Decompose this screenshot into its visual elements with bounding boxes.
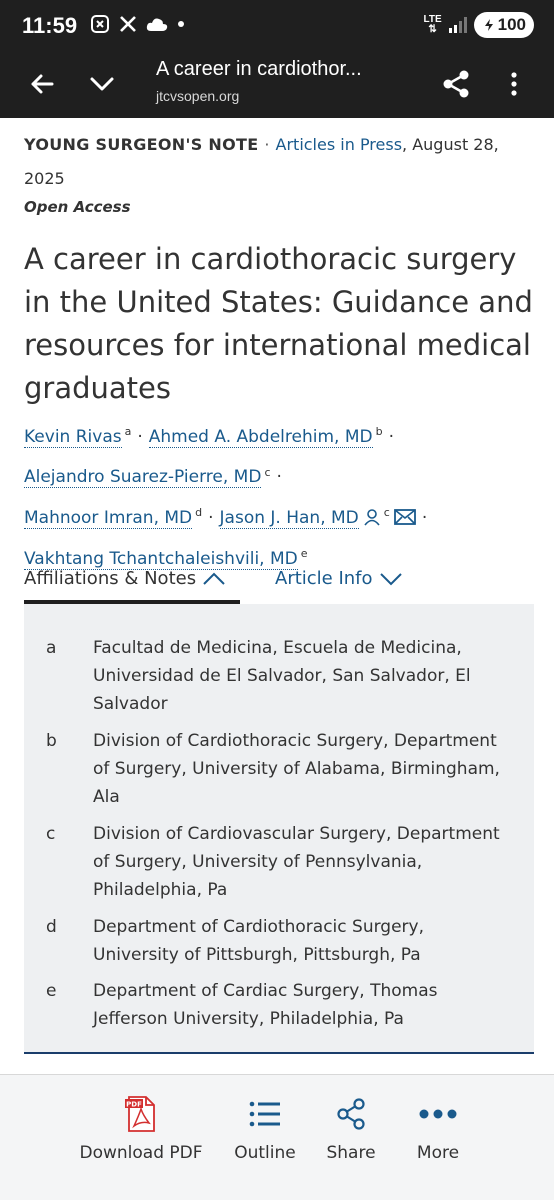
author-link[interactable]: Vakhtang Tchantchaleishvili, MD [24,548,298,570]
affiliation-letter: c [46,824,56,844]
chevron-down-icon[interactable] [86,68,118,100]
battery-level: 100 [497,15,526,34]
author-link[interactable]: Alejandro Suarez-Pierre, MD [24,467,262,489]
author-affiliation-sup[interactable]: e [300,546,308,560]
battery-badge: 100 [473,12,534,38]
author-affiliation-sup[interactable]: a [124,425,132,438]
dot-icon [178,21,184,27]
share-icon[interactable] [440,68,472,100]
chevron-down-icon [379,572,402,585]
back-arrow-icon[interactable] [26,68,58,100]
author-affiliation-sup[interactable]: d [195,506,203,520]
signal-icon [448,17,467,33]
affiliations-panel: a Facultad de Medicina, Escuela de Medic… [24,604,534,1054]
author-list: Kevin Rivas a · Ahmed A. Abdelrehim, MD b · A… [24,425,428,570]
share-label: Share [326,1143,376,1163]
app-notification-icon [91,15,109,33]
article-title: A career in cardiothoracic surgery in th… [24,242,533,405]
download-pdf-button[interactable]: PDF Download PDF [76,1095,206,1163]
svg-text:PDF: PDF [126,1101,142,1109]
meta-separator: · [264,135,270,154]
open-access-label: Open Access [24,198,131,216]
section-label: YOUNG SURGEON'S NOTE [24,135,259,154]
author-affiliation-sup[interactable]: c [264,465,271,479]
share-icon [337,1098,365,1130]
more-label: More [416,1143,460,1163]
affiliation-letter: b [46,731,57,751]
download-pdf-label: Download PDF [79,1143,203,1163]
browser-toolbar: A career in cardiothor... jtcvsopen.org [0,52,554,118]
affiliation-text: Facultad de Medicina, Escuela de Medicin… [93,638,471,714]
publish-date: , August 28, [402,135,499,154]
more-button[interactable]: More [373,1095,503,1163]
status-right: LTE ⇅ 100 [423,12,534,38]
status-time: 11:59 [22,13,78,38]
affiliation-text: Department of Cardiac Surgery, Thomas Je… [93,981,438,1029]
articles-in-press-link[interactable]: Articles in Press [275,135,403,154]
tab-affiliations-label: Affiliations & Notes [24,568,197,589]
status-bar: 11:59 LTE ⇅ 100 [0,0,554,52]
active-tab-indicator [24,600,240,604]
notification-icons [90,14,186,34]
tab-article-info-label: Article Info [275,568,373,589]
mail-icon[interactable] [393,508,416,526]
network-indicator: LTE ⇅ [423,14,442,35]
cloud-icon [146,18,168,31]
author-link[interactable]: Ahmed A. Abdelrehim, MD [148,426,373,448]
affiliation-text: Department of Cardiothoracic Surgery, Un… [93,917,424,965]
affiliation-letter: d [46,917,57,937]
affiliation-letter: a [46,638,57,658]
affiliation-letter: e [46,981,57,1001]
affiliation-text: Division of Cardiovascular Surgery, Depa… [93,824,500,900]
chevron-up-icon [203,572,225,585]
list-icon [249,1101,280,1127]
article-meta: YOUNG SURGEON'S NOTE · Articles in Press, … [24,128,534,196]
battery-charge-icon [484,19,493,31]
more-horiz-icon [419,1109,457,1119]
affiliation-text: Division of Cardiothoracic Surgery, Depa… [93,731,500,807]
publish-year: 2025 [24,169,65,188]
bottom-action-bar: PDF Download PDF Outline Share [0,1074,554,1200]
share-button[interactable]: Share [286,1095,416,1163]
author-affiliation-sup[interactable]: b [375,425,383,438]
person-icon[interactable] [363,508,381,526]
info-tabs: Affiliations & Notes Article Info [24,562,534,604]
tab-affiliations[interactable]: Affiliations & Notes [24,568,226,589]
author-link[interactable]: Jason J. Han, MD [219,507,359,529]
page-title[interactable]: A career in cardiothor... [156,58,362,80]
author-affiliation-sup[interactable]: c [383,506,390,520]
tab-article-info[interactable]: Article Info [275,568,403,589]
x-app-icon [120,16,136,32]
author-link[interactable]: Mahnoor Imran, MD [24,507,193,529]
author-link[interactable]: Kevin Rivas [24,426,122,448]
outline-button[interactable]: Outline [200,1095,330,1163]
outline-label: Outline [234,1143,296,1163]
more-vert-icon[interactable] [506,68,522,100]
page-url[interactable]: jtcvsopen.org [156,88,240,104]
pdf-file-icon: PDF [125,1096,155,1132]
